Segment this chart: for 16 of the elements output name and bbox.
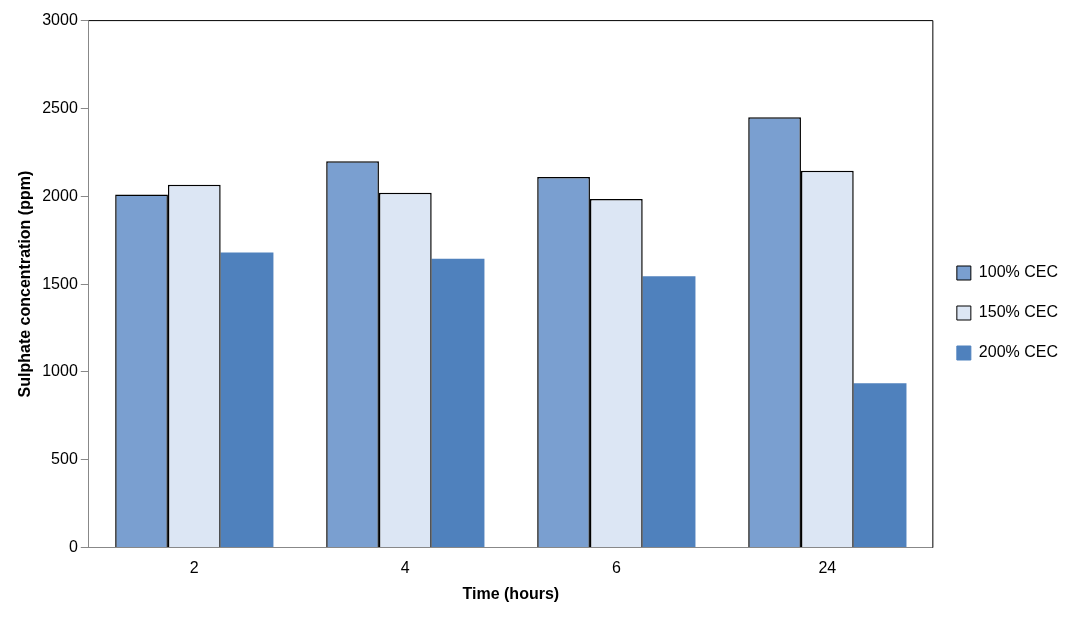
- y-axis-title: Sulphate concentration (ppm): [16, 170, 34, 398]
- y-tick-label: 500: [51, 450, 78, 468]
- x-tick-label: 4: [400, 558, 410, 576]
- x-tick-label: 2: [189, 558, 199, 576]
- y-tick-label: 2000: [42, 186, 78, 204]
- legend-label: 100% CEC: [978, 263, 1059, 281]
- x-tick-label: 6: [611, 558, 621, 576]
- y-tick-label: 1000: [42, 362, 78, 380]
- y-tick-label: 1500: [42, 274, 78, 292]
- y-tick-label: 3000: [42, 11, 78, 29]
- x-tick-label: 24: [818, 558, 837, 576]
- x-axis-title: Time (hours): [462, 584, 560, 602]
- y-tick-label: 0: [68, 538, 78, 556]
- legend-label: 150% CEC: [978, 303, 1059, 321]
- legend-label: 200% CEC: [978, 343, 1059, 361]
- y-tick-label: 2500: [42, 98, 78, 116]
